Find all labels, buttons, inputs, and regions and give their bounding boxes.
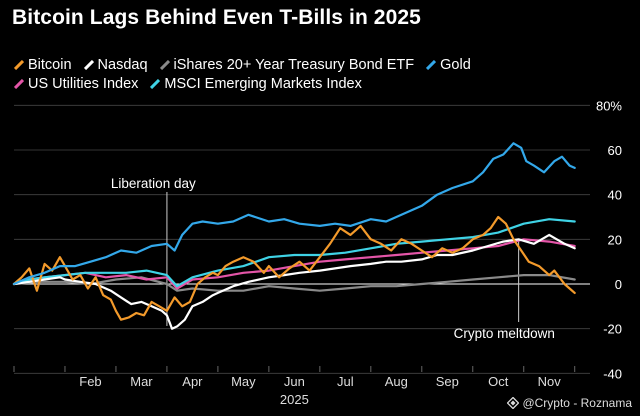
annotation-crypto-meltdown: Crypto meltdown xyxy=(454,326,555,341)
y-tick-label: -20 xyxy=(603,322,622,337)
legend-item-gold: Gold xyxy=(426,57,471,73)
annotation-liberation-day: Liberation day xyxy=(111,176,196,191)
legend-swatch-emerging xyxy=(150,78,161,89)
x-tick-label: Sep xyxy=(436,374,459,389)
legend-swatch-nasdaq xyxy=(83,59,94,70)
series-line-bitcoin xyxy=(12,215,576,321)
legend-swatch-gold xyxy=(426,59,437,70)
legend-row-2: US Utilities Index MSCI Emerging Markets… xyxy=(14,74,614,93)
x-tick-label: Jun xyxy=(284,374,305,389)
y-tick-label: -40 xyxy=(603,366,622,381)
x-tick-label: May xyxy=(231,374,256,389)
x-tick-label: Apr xyxy=(182,374,203,389)
series-line-nasdaq xyxy=(12,233,576,330)
legend-row-1: Bitcoin Nasdaq iShares 20+ Year Treasury… xyxy=(14,55,614,74)
x-axis-title: 2025 xyxy=(280,392,309,407)
y-tick-label: 0 xyxy=(615,277,622,292)
legend-label-bitcoin: Bitcoin xyxy=(28,56,72,73)
x-tick-label: Oct xyxy=(488,374,509,389)
legend-item-nasdaq: Nasdaq xyxy=(83,56,148,73)
legend-swatch-utilities xyxy=(14,78,24,89)
legend-label-gold: Gold xyxy=(440,56,471,73)
legend-item-bitcoin: Bitcoin xyxy=(14,57,72,73)
x-tick-label: Mar xyxy=(130,374,153,389)
y-tick-label: 20 xyxy=(608,232,622,247)
watermark: @Crypto - Roznama xyxy=(507,396,632,410)
legend-label-utilities: US Utilities Index xyxy=(28,75,139,92)
diamond-logo-icon xyxy=(507,397,520,409)
legend-item-treasury: iShares 20+ Year Treasury Bond ETF xyxy=(159,56,415,73)
x-tick-label: Nov xyxy=(538,374,562,389)
legend-label-emerging: MSCI Emerging Markets Index xyxy=(164,75,362,92)
x-tick-label: Jul xyxy=(337,374,354,389)
chart-title: Bitcoin Lags Behind Even T-Bills in 2025 xyxy=(12,6,421,29)
x-tick-label: Aug xyxy=(385,374,408,389)
legend-item-emerging: MSCI Emerging Markets Index xyxy=(150,75,362,92)
legend-label-nasdaq: Nasdaq xyxy=(97,56,148,73)
y-tick-label: 60 xyxy=(608,143,622,158)
y-tick-label: 40 xyxy=(608,188,622,203)
legend-swatch-treasury xyxy=(159,59,170,70)
legend: Bitcoin Nasdaq iShares 20+ Year Treasury… xyxy=(14,55,614,93)
series-line-msci-emerging-markets-index xyxy=(12,218,576,288)
watermark-text: @Crypto - Roznama xyxy=(522,396,632,410)
legend-swatch-bitcoin xyxy=(14,59,24,70)
legend-item-utilities: US Utilities Index xyxy=(14,76,138,92)
series-line-gold xyxy=(12,142,576,286)
x-tick-label: Feb xyxy=(79,374,101,389)
legend-label-treasury: iShares 20+ Year Treasury Bond ETF xyxy=(173,56,415,73)
y-tick-label: 80% xyxy=(596,98,622,113)
series-line-ishares-20-year-treasury-bond-etf xyxy=(12,274,576,292)
